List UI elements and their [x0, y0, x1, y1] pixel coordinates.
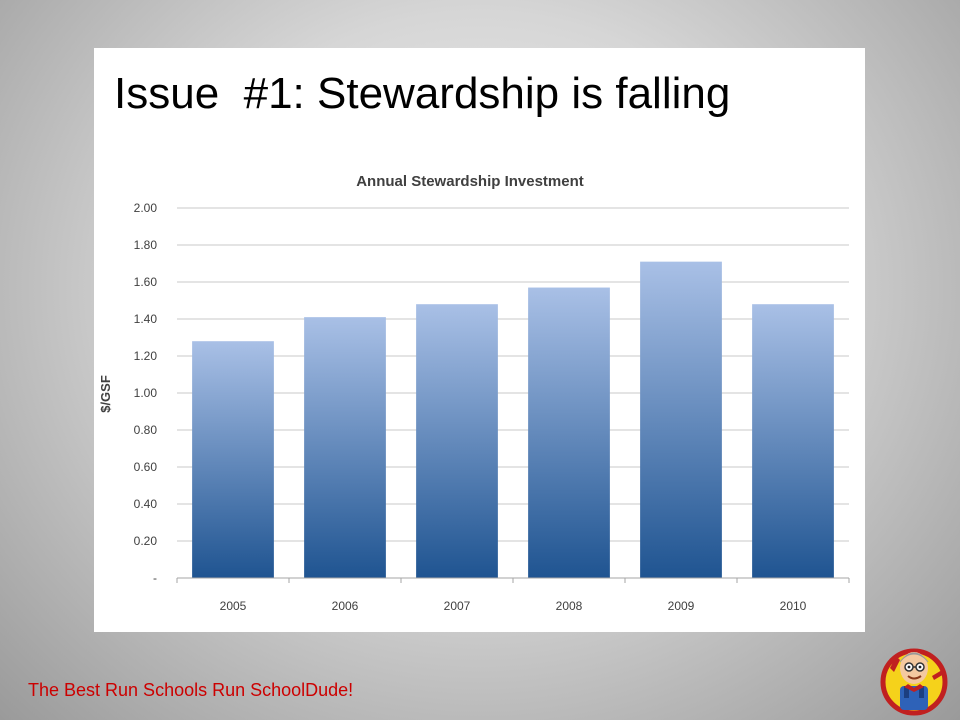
x-tick-label: 2008 [556, 599, 583, 613]
y-tick-label: 1.00 [134, 386, 158, 400]
bar-2005 [192, 341, 274, 578]
y-tick-label: 1.40 [134, 312, 158, 326]
y-tick-label: 2.00 [134, 201, 158, 215]
bars [192, 261, 834, 578]
y-axis-label: $/GSF [98, 375, 113, 413]
slide-panel: Issue #1: Stewardship is falling Annual … [94, 48, 865, 632]
y-tick-label: - [153, 571, 157, 585]
y-tick-label: 0.80 [134, 423, 158, 437]
x-tick-label: 2007 [444, 599, 471, 613]
x-tick-label: 2009 [668, 599, 695, 613]
axes: - 0.20 0.40 0.60 0.80 1.00 1.20 1.40 1.60 1.80 2.0… [134, 201, 850, 613]
bar-2006 [304, 317, 386, 578]
y-tick-label: 1.60 [134, 275, 158, 289]
x-tick-label: 2005 [220, 599, 247, 613]
y-tick-label: 1.80 [134, 238, 158, 252]
x-tick-label: 2006 [332, 599, 359, 613]
y-tick-label: 1.20 [134, 349, 158, 363]
bar-2007 [416, 304, 498, 578]
chart-title: Annual Stewardship Investment [356, 173, 584, 190]
y-tick-label: 0.20 [134, 534, 158, 548]
y-tick-label: 0.60 [134, 460, 158, 474]
schooldude-mascot-icon [880, 648, 948, 716]
y-tick-label: 0.40 [134, 497, 158, 511]
x-tick-label: 2010 [780, 599, 807, 613]
bar-2008 [528, 287, 610, 578]
bar-2010 [752, 304, 834, 578]
footer-tagline: The Best Run Schools Run SchoolDude! [28, 680, 354, 700]
bar-chart: Annual Stewardship Investment $/GSF - 0.2… [98, 173, 850, 613]
gridlines [177, 207, 849, 542]
slide-title: Issue #1: Stewardship is falling [114, 69, 731, 118]
bar-2009 [640, 261, 722, 578]
